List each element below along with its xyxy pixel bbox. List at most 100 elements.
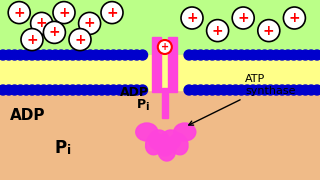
Circle shape bbox=[21, 85, 31, 95]
Circle shape bbox=[312, 50, 320, 60]
Text: +: + bbox=[161, 42, 169, 52]
Circle shape bbox=[232, 7, 254, 29]
Ellipse shape bbox=[156, 136, 174, 156]
Circle shape bbox=[31, 12, 52, 34]
Circle shape bbox=[181, 7, 203, 29]
Bar bbox=[76, 59, 81, 85]
Bar bbox=[123, 62, 127, 88]
Bar bbox=[216, 59, 220, 85]
Circle shape bbox=[225, 50, 235, 60]
Bar bbox=[24, 59, 28, 85]
Circle shape bbox=[33, 85, 43, 95]
Text: ATP
synthase: ATP synthase bbox=[189, 74, 295, 125]
Bar bbox=[298, 62, 301, 88]
Bar bbox=[140, 62, 145, 88]
Bar bbox=[193, 62, 197, 88]
Text: P: P bbox=[55, 139, 67, 157]
Circle shape bbox=[108, 85, 118, 95]
Bar bbox=[280, 62, 284, 88]
Circle shape bbox=[242, 50, 252, 60]
Circle shape bbox=[231, 85, 241, 95]
Bar bbox=[1, 59, 5, 85]
Text: +: + bbox=[84, 16, 95, 30]
Bar bbox=[1, 62, 5, 88]
Bar bbox=[135, 59, 139, 85]
Circle shape bbox=[236, 85, 246, 95]
Circle shape bbox=[207, 85, 217, 95]
Circle shape bbox=[39, 85, 49, 95]
Bar bbox=[30, 62, 34, 88]
Circle shape bbox=[260, 85, 270, 95]
Bar bbox=[65, 62, 69, 88]
Text: +: + bbox=[263, 24, 275, 38]
Text: +: + bbox=[36, 16, 47, 30]
Circle shape bbox=[4, 85, 14, 95]
Circle shape bbox=[21, 50, 31, 60]
Circle shape bbox=[138, 50, 148, 60]
Circle shape bbox=[207, 50, 217, 60]
Bar bbox=[117, 62, 121, 88]
Bar bbox=[292, 62, 296, 88]
Bar bbox=[83, 59, 86, 85]
Bar bbox=[7, 62, 11, 88]
Circle shape bbox=[108, 50, 118, 60]
Circle shape bbox=[53, 2, 75, 24]
Bar bbox=[274, 62, 278, 88]
Bar bbox=[222, 59, 226, 85]
Circle shape bbox=[196, 50, 206, 60]
Circle shape bbox=[8, 2, 30, 24]
Bar bbox=[59, 62, 63, 88]
Circle shape bbox=[120, 85, 130, 95]
Circle shape bbox=[62, 85, 72, 95]
Bar bbox=[129, 62, 133, 88]
Bar bbox=[298, 59, 301, 85]
Circle shape bbox=[202, 50, 212, 60]
Circle shape bbox=[74, 50, 84, 60]
Circle shape bbox=[33, 50, 43, 60]
Bar bbox=[106, 59, 110, 85]
Text: ADP: ADP bbox=[120, 86, 149, 98]
Circle shape bbox=[21, 29, 43, 51]
Bar bbox=[303, 62, 308, 88]
Circle shape bbox=[242, 85, 252, 95]
Ellipse shape bbox=[146, 133, 164, 155]
Bar bbox=[53, 62, 57, 88]
Bar bbox=[216, 62, 220, 88]
Bar bbox=[193, 59, 197, 85]
Text: +: + bbox=[49, 25, 60, 39]
Circle shape bbox=[44, 21, 65, 43]
Circle shape bbox=[248, 50, 258, 60]
Text: i: i bbox=[145, 102, 148, 112]
Ellipse shape bbox=[174, 123, 196, 141]
Circle shape bbox=[258, 20, 280, 42]
Bar bbox=[111, 59, 116, 85]
Circle shape bbox=[283, 85, 293, 95]
Bar bbox=[30, 59, 34, 85]
Text: +: + bbox=[289, 11, 300, 25]
Circle shape bbox=[294, 50, 305, 60]
Circle shape bbox=[225, 85, 235, 95]
Circle shape bbox=[300, 85, 310, 95]
Circle shape bbox=[184, 50, 194, 60]
Circle shape bbox=[266, 85, 276, 95]
Bar bbox=[76, 62, 81, 88]
Bar bbox=[251, 59, 255, 85]
Bar bbox=[187, 59, 191, 85]
Bar bbox=[19, 59, 22, 85]
Bar bbox=[309, 62, 313, 88]
Circle shape bbox=[114, 50, 124, 60]
Circle shape bbox=[69, 29, 91, 51]
Bar bbox=[24, 62, 28, 88]
Circle shape bbox=[68, 50, 78, 60]
Bar bbox=[222, 62, 226, 88]
Circle shape bbox=[190, 50, 200, 60]
Circle shape bbox=[74, 85, 84, 95]
Circle shape bbox=[27, 50, 37, 60]
Bar bbox=[268, 62, 273, 88]
Text: +: + bbox=[237, 11, 249, 25]
Bar bbox=[117, 59, 121, 85]
Bar bbox=[59, 59, 63, 85]
Bar bbox=[199, 62, 203, 88]
Bar bbox=[268, 59, 273, 85]
Bar bbox=[129, 59, 133, 85]
